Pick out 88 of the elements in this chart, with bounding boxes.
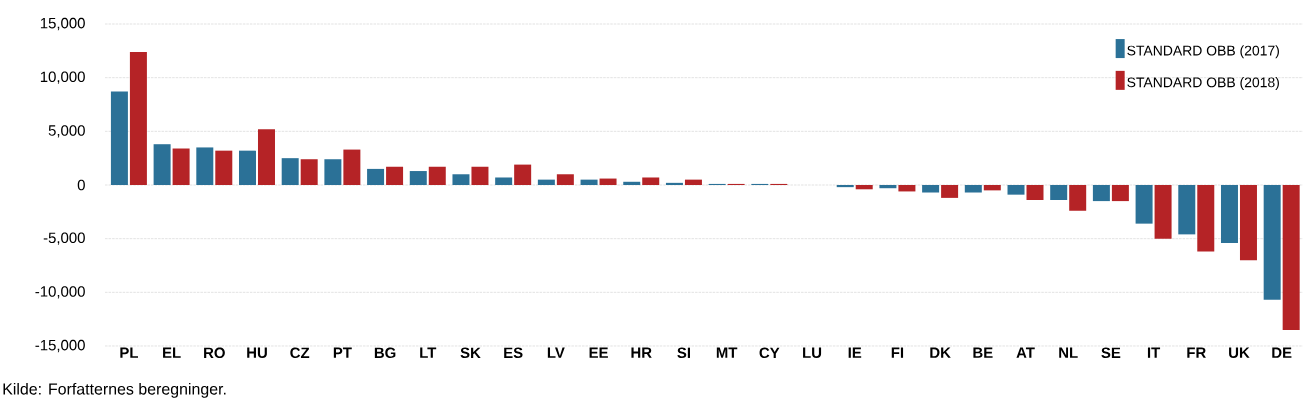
bar [495, 177, 513, 185]
x-tick-label: EL [163, 347, 181, 358]
x-tick-label: CZ [290, 347, 310, 359]
bar [941, 185, 959, 198]
bar [129, 51, 147, 185]
bar [1069, 185, 1087, 211]
bar [196, 147, 214, 185]
bar [642, 177, 660, 185]
x-tick-label: LT [420, 347, 437, 358]
bar [964, 185, 982, 193]
legend-label: STANDARD OBB (2017) [1127, 45, 1279, 59]
y-tick-label: 10,000 [40, 71, 85, 84]
x-tick-label: CY [759, 347, 780, 359]
bar [324, 159, 342, 185]
bar [281, 158, 299, 185]
x-tick-label: LV [547, 347, 565, 358]
bar [300, 159, 318, 185]
bar [110, 91, 128, 185]
bar [239, 150, 256, 185]
bar [665, 182, 683, 185]
bar [172, 148, 190, 185]
bar [452, 174, 470, 185]
bar [1178, 185, 1196, 235]
x-tick-label: DK [930, 347, 951, 358]
x-tick-label: HU [247, 347, 267, 358]
bar [623, 181, 641, 185]
x-tick-label: SK [460, 347, 481, 359]
x-tick-label: DE [1272, 347, 1292, 358]
y-tick-label: 0 [77, 179, 85, 191]
bar [599, 178, 617, 185]
bar [879, 185, 897, 189]
bar [1282, 185, 1300, 330]
bar [1263, 185, 1281, 300]
bar [580, 179, 598, 185]
x-tick-label: PL [120, 347, 138, 358]
x-tick-label: SI [677, 347, 690, 359]
bar [684, 179, 702, 185]
bar [537, 179, 555, 185]
x-tick-label: HR [631, 347, 652, 358]
bar [409, 171, 427, 185]
bar [1007, 185, 1025, 195]
bar [367, 168, 385, 185]
x-tick-label: UK [1229, 347, 1250, 358]
x-tick-label: EE [589, 347, 608, 358]
x-tick-label: ES [504, 347, 523, 359]
y-tick-label: -5,000 [43, 232, 85, 245]
bar [428, 166, 446, 185]
bar [1026, 185, 1044, 201]
bar [983, 185, 1001, 191]
y-tick-label: -15,000 [35, 339, 85, 353]
y-tick-label: 5,000 [48, 125, 85, 138]
bar [386, 166, 404, 185]
bar [855, 185, 873, 190]
x-tick-label: MT [716, 347, 738, 358]
bar [1111, 185, 1129, 202]
x-tick-label: AT [1016, 347, 1035, 358]
x-tick-label: IT [1147, 347, 1161, 358]
x-tick-label: PT [333, 347, 352, 358]
bar [257, 129, 275, 185]
bar [153, 144, 171, 185]
bar [471, 166, 489, 185]
y-tick-label: 15,000 [40, 17, 85, 31]
bar [1135, 185, 1153, 224]
bar [1197, 185, 1215, 252]
x-tick-label: SE [1101, 347, 1121, 359]
bar [556, 174, 574, 185]
x-tick-label: RO [204, 347, 225, 359]
x-tick-label: LU [803, 347, 822, 358]
bar [1092, 185, 1110, 202]
bar [1220, 185, 1238, 243]
x-tick-label: NL [1059, 347, 1078, 358]
x-tick-label: BE [973, 347, 993, 358]
x-tick-label: BG [374, 347, 396, 359]
bar [343, 149, 361, 185]
bar [922, 185, 940, 193]
legend-label: STANDARD OBB (2018) [1127, 77, 1279, 91]
x-tick-label: FR [1187, 347, 1206, 358]
y-tick-label: -10,000 [35, 286, 85, 299]
bar [1239, 185, 1257, 261]
bar [514, 164, 532, 185]
bar [898, 185, 916, 192]
bar [836, 185, 854, 188]
text: Kilde: Forfatternes beregninger. [3, 382, 226, 398]
bar [215, 150, 233, 185]
bar [1050, 185, 1068, 201]
x-tick-label: IE [848, 347, 862, 358]
bar [1154, 185, 1172, 239]
x-tick-label: FI [891, 347, 904, 358]
